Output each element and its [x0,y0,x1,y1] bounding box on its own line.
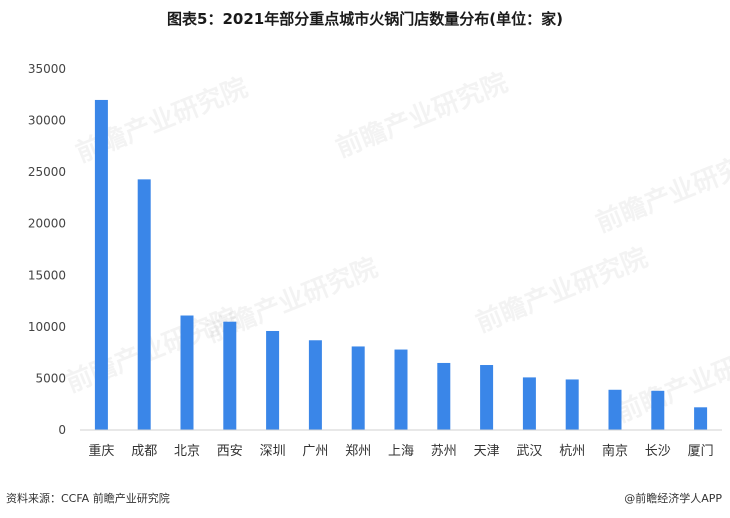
x-axis: 重庆 成都 北京 西安 深圳 广州 郑州 上海 苏州 天津 武汉 杭州 南京 长沙 厦门 [80,429,722,459]
bars [94,99,708,430]
x-tick-label: 深圳 [260,444,286,459]
bar-南京 [608,389,622,430]
y-tick-label: 0 [58,423,66,437]
bar-重庆 [94,99,108,430]
bar-杭州 [565,379,579,430]
chart-title: 图表5：2021年部分重点城市火锅门店数量分布(单位：家) [167,10,563,28]
bar-天津 [480,365,494,430]
bar-广州 [308,340,322,430]
y-tick-label: 25000 [28,165,66,179]
y-tick-label: 10000 [28,320,66,334]
y-tick-label: 15000 [28,268,66,282]
y-tick-label: 30000 [28,114,66,128]
bar-长沙 [651,390,665,430]
x-tick-label: 广州 [302,444,328,459]
bar-武汉 [522,377,536,430]
x-tick-label: 上海 [388,444,414,459]
x-tick-label: 北京 [174,444,200,459]
x-tick-label: 苏州 [431,443,457,459]
bar-上海 [394,349,408,430]
y-axis: 0 5000 10000 15000 20000 25000 30000 35000 [28,62,66,437]
x-tick-label: 重庆 [88,443,114,459]
bar-chart: 0 5000 10000 15000 20000 25000 30000 35000 重庆 成都… [28,62,722,459]
y-tick-label: 20000 [28,217,66,231]
bar-成都 [137,179,151,430]
y-tick-label: 35000 [28,62,66,76]
x-tick-label: 厦门 [688,444,714,459]
x-tick-label: 武汉 [516,444,542,459]
bar-北京 [180,315,194,430]
bar-深圳 [266,330,280,430]
x-tick-label: 天津 [474,444,500,459]
x-tick-label: 郑州 [345,444,371,459]
footer-brand: @前瞻经济学人APP [624,492,722,505]
x-tick-label: 西安 [217,444,243,459]
x-tick-label: 成都 [131,444,157,459]
bar-郑州 [351,346,365,430]
footer-source: 资料来源：CCFA 前瞻产业研究院 [6,492,170,505]
x-tick-label: 长沙 [645,444,671,459]
bar-厦门 [694,407,708,430]
x-tick-label: 杭州 [559,444,585,459]
bar-苏州 [437,362,451,430]
x-tick-label: 南京 [602,443,628,459]
bar-西安 [223,321,237,430]
y-tick-label: 5000 [35,371,66,385]
